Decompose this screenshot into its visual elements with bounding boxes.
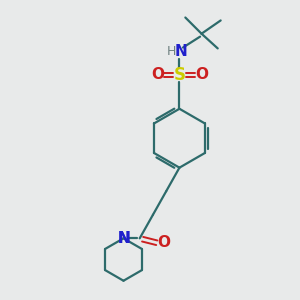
Text: N: N <box>175 44 187 59</box>
Text: O: O <box>157 235 170 250</box>
Text: H: H <box>167 45 176 58</box>
Text: O: O <box>195 68 208 82</box>
Text: N: N <box>117 231 130 246</box>
Text: O: O <box>151 68 164 82</box>
Text: N: N <box>117 231 130 246</box>
Text: S: S <box>173 66 185 84</box>
